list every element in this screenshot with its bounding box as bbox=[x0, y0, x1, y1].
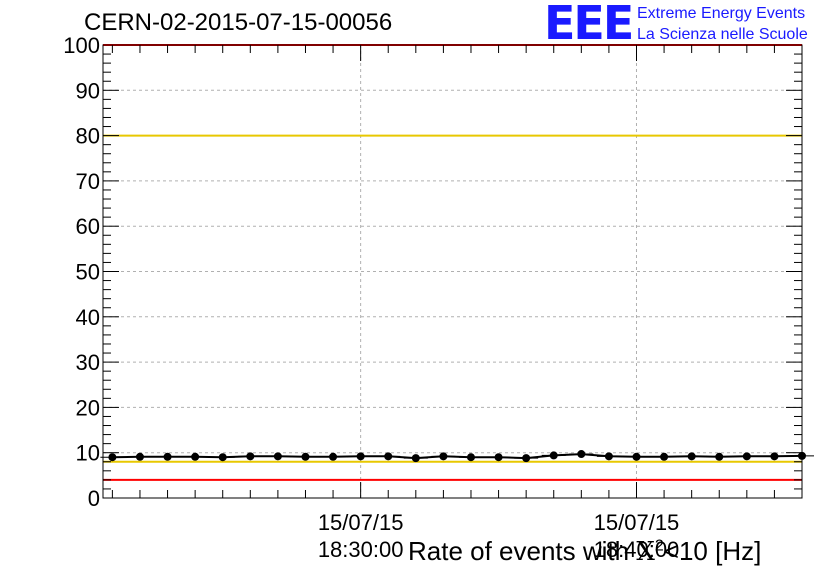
x-tick-label-time: 18:30:00 bbox=[318, 537, 404, 562]
data-point bbox=[522, 454, 531, 463]
logo-text: Extreme Energy Events La Scienza nelle S… bbox=[637, 3, 808, 45]
data-point bbox=[191, 452, 200, 461]
data-point bbox=[687, 452, 696, 461]
logo-line-1: Extreme Energy Events bbox=[637, 5, 806, 22]
x-axis-label-sup: 2 bbox=[654, 537, 664, 555]
reference-lines bbox=[103, 44, 802, 481]
x-tick-label-date: 15/07/15 bbox=[594, 510, 680, 535]
x-axis-label-prefix: Rate of events with bbox=[408, 536, 637, 566]
data-point bbox=[549, 451, 558, 460]
data-point bbox=[715, 452, 724, 461]
data-point bbox=[632, 452, 641, 461]
chart-title: CERN-02-2015-07-15-00056 bbox=[84, 9, 393, 36]
y-tick-label: 80 bbox=[76, 124, 100, 149]
data-point bbox=[742, 452, 751, 461]
y-tick-label: 50 bbox=[76, 260, 100, 285]
data-point bbox=[798, 451, 806, 460]
data-point bbox=[356, 452, 365, 461]
data-point bbox=[494, 453, 503, 462]
data-point bbox=[329, 452, 338, 461]
data-point bbox=[218, 453, 227, 462]
data-point bbox=[660, 452, 669, 461]
y-tick-label: 0 bbox=[88, 486, 100, 511]
data-point bbox=[384, 452, 393, 461]
data-series bbox=[100, 450, 814, 463]
data-point bbox=[577, 450, 586, 459]
x-axis-label-chi: X bbox=[636, 537, 655, 567]
eee-logo: EEE bbox=[544, 0, 634, 50]
data-point bbox=[301, 452, 310, 461]
logo-line-2: La Scienza nelle Scuole bbox=[637, 26, 808, 43]
y-tick-label: 40 bbox=[76, 305, 100, 330]
x-tick-label-date: 15/07/15 bbox=[318, 510, 404, 535]
y-tick-label: 100 bbox=[63, 33, 100, 58]
x-axis-label: Rate of events with X2<10 [Hz] bbox=[408, 536, 761, 567]
y-tick-label: 90 bbox=[76, 78, 100, 103]
data-point bbox=[466, 453, 475, 462]
y-tick-label: 70 bbox=[76, 169, 100, 194]
y-tick-label: 60 bbox=[76, 214, 100, 239]
y-tick-label: 30 bbox=[76, 350, 100, 375]
x-tick-label-time: 18:40:00 bbox=[594, 537, 680, 562]
grid-lines bbox=[103, 45, 802, 498]
data-point bbox=[273, 452, 282, 461]
y-tick-labels: 0 10 20 30 40 50 60 70 80 90 100 bbox=[63, 33, 100, 511]
data-point bbox=[439, 452, 448, 461]
data-point bbox=[163, 452, 172, 461]
data-point bbox=[770, 452, 779, 461]
data-point bbox=[604, 452, 613, 461]
data-point bbox=[246, 452, 255, 461]
data-point bbox=[135, 452, 144, 461]
x-axis-label-suffix: <10 [Hz] bbox=[663, 536, 762, 566]
data-point bbox=[411, 454, 420, 463]
y-tick-label: 20 bbox=[76, 395, 100, 420]
data-point bbox=[108, 453, 117, 462]
axis-ticks bbox=[103, 44, 803, 499]
y-tick-label: 10 bbox=[76, 441, 100, 466]
